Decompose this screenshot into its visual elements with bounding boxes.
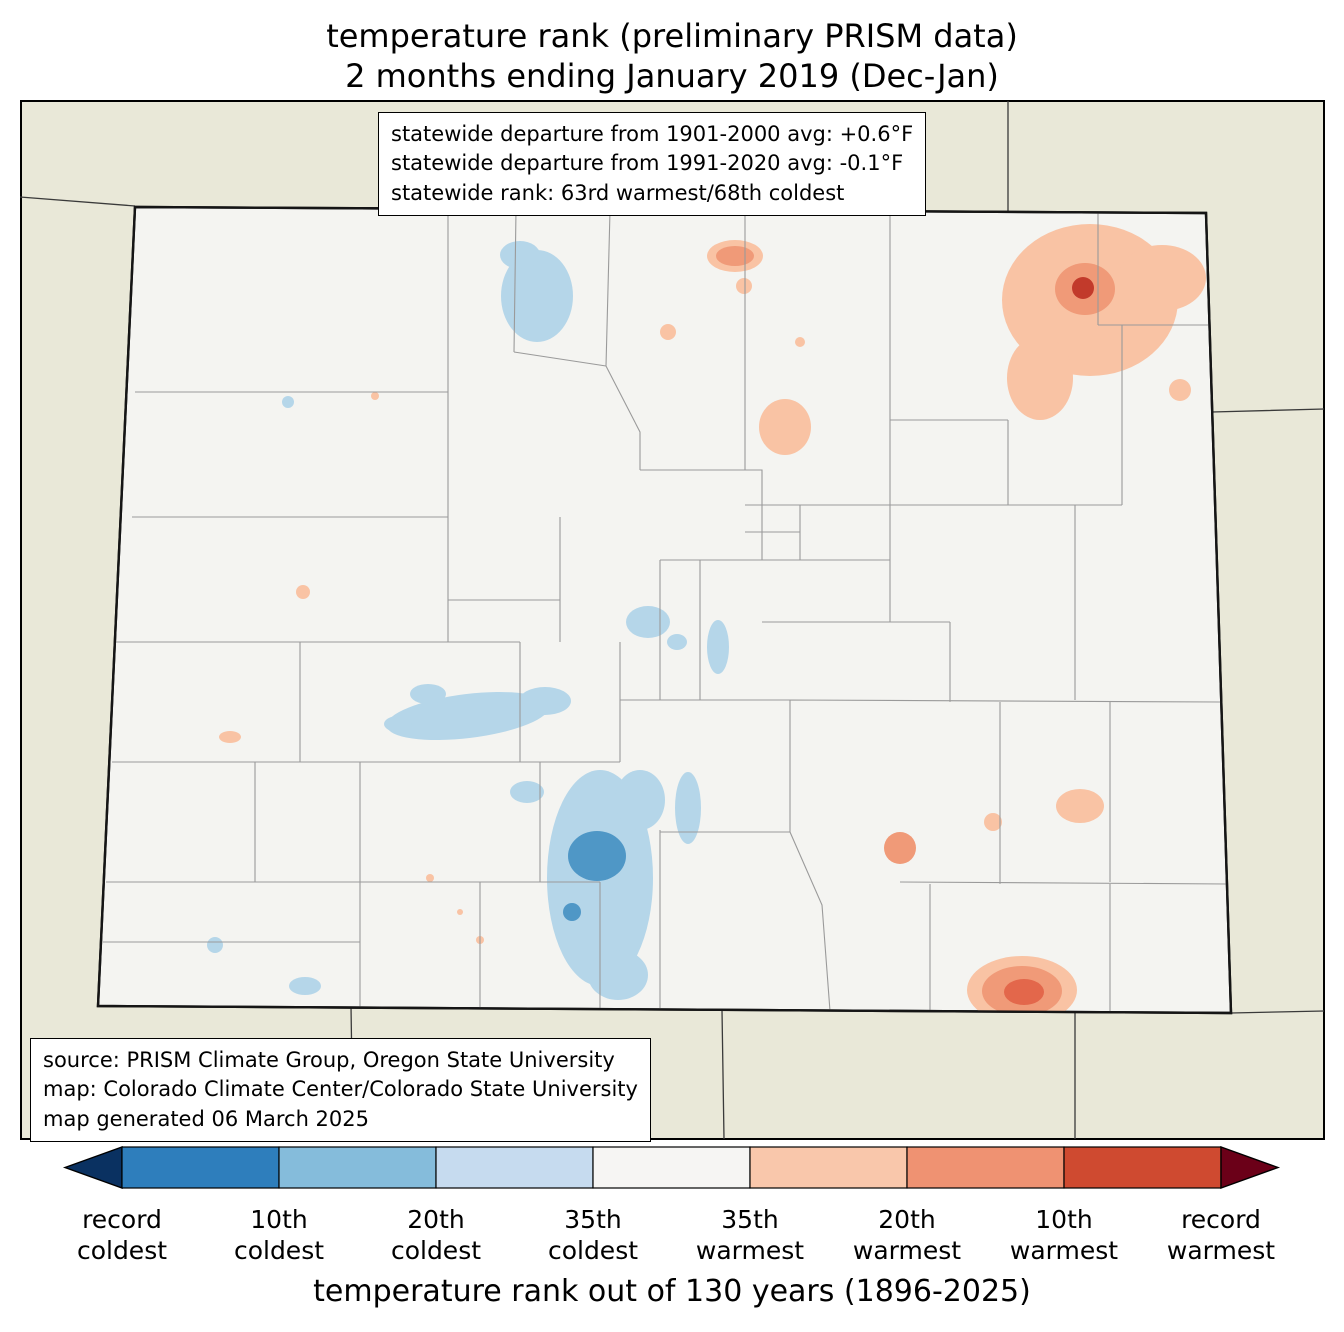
colorbar-label-20th-warmest: 20th warmest bbox=[817, 1204, 997, 1266]
colorbar-label-line: 20th bbox=[407, 1205, 465, 1234]
colorbar-label-line: coldest bbox=[233, 1236, 325, 1265]
colorbar-segment-35th-warmest bbox=[749, 1146, 908, 1189]
warm-anomaly-record-spot bbox=[1072, 277, 1094, 299]
colorbar-arrow-record-coldest bbox=[62, 1146, 123, 1189]
source-line-2: map: Colorado Climate Center/Colorado St… bbox=[43, 1077, 638, 1102]
source-line-1: source: PRISM Climate Group, Oregon Stat… bbox=[43, 1048, 615, 1072]
colorbar-label-line: warmest bbox=[695, 1236, 805, 1265]
colorbar-label-35th-coldest: 35th coldest bbox=[503, 1204, 683, 1266]
colorbar-label-line: warmest bbox=[1009, 1236, 1119, 1265]
colorbar-segment-35th-coldest bbox=[435, 1146, 594, 1189]
colorbar-label-record-warmest: record warmest bbox=[1131, 1204, 1311, 1266]
colorado-map bbox=[20, 100, 1325, 1140]
colorbar-label-20th-coldest: 20th coldest bbox=[346, 1204, 526, 1266]
stats-line-2: statewide departure from 1991-2020 avg: … bbox=[391, 151, 904, 176]
colorbar-label-line: warmest bbox=[1166, 1236, 1276, 1265]
colorbar-label-line: coldest bbox=[547, 1236, 639, 1265]
colorbar bbox=[62, 1146, 1281, 1189]
cold-anomaly-light-blobs bbox=[207, 241, 729, 1000]
page-title: temperature rank (preliminary PRISM data… bbox=[0, 16, 1344, 96]
colorbar-segment-middle bbox=[592, 1146, 751, 1189]
title-line-1: temperature rank (preliminary PRISM data… bbox=[326, 17, 1018, 55]
stats-line-3: statewide rank: 63rd warmest/68th coldes… bbox=[391, 180, 845, 205]
colorbar-caption: temperature rank out of 130 years (1896-… bbox=[313, 1274, 1031, 1309]
colorbar-label-line: coldest bbox=[390, 1236, 482, 1265]
colorbar-label-line: coldest bbox=[76, 1236, 168, 1265]
cold-anomaly-medium-blobs bbox=[563, 831, 626, 921]
warm-anomaly-strong-blobs bbox=[1004, 979, 1044, 1005]
stats-line-1: statewide departure from 1901-2000 avg: … bbox=[391, 122, 914, 146]
colorbar-label-record-coldest: record coldest bbox=[32, 1204, 212, 1266]
source-attribution-box: source: PRISM Climate Group, Oregon Stat… bbox=[30, 1038, 651, 1143]
colorbar-label-10th-coldest: 10th coldest bbox=[189, 1204, 369, 1266]
colorbar-label-line: 35th bbox=[721, 1205, 779, 1234]
colorbar-label-line: 20th bbox=[878, 1205, 936, 1234]
colorbar-segment-20th-warmest bbox=[906, 1146, 1065, 1189]
colorbar-label-line: 10th bbox=[250, 1205, 308, 1234]
temperature-anomaly-layer bbox=[207, 224, 1206, 1013]
title-line-2: 2 months ending January 2019 (Dec-Jan) bbox=[345, 57, 999, 95]
colorbar-segment-20th-coldest bbox=[278, 1146, 437, 1189]
colorbar-label-line: record bbox=[1181, 1205, 1261, 1234]
colorbar-arrow-record-warmest bbox=[1220, 1146, 1281, 1189]
statewide-stats-box: statewide departure from 1901-2000 avg: … bbox=[378, 112, 927, 217]
colorbar-label-line: warmest bbox=[852, 1236, 962, 1265]
county-borders bbox=[103, 209, 1228, 1012]
colorbar-label-line: record bbox=[82, 1205, 162, 1234]
colorbar-label-line: 35th bbox=[564, 1205, 622, 1234]
colorbar-segment-10th-coldest bbox=[121, 1146, 280, 1189]
colorbar-segment-10th-warmest bbox=[1063, 1146, 1222, 1189]
colorbar-label-line: 10th bbox=[1035, 1205, 1093, 1234]
colorbar-label-10th-warmest: 10th warmest bbox=[974, 1204, 1154, 1266]
source-line-3: map generated 06 March 2025 bbox=[43, 1106, 370, 1131]
colorbar-label-35th-warmest: 35th warmest bbox=[660, 1204, 840, 1266]
